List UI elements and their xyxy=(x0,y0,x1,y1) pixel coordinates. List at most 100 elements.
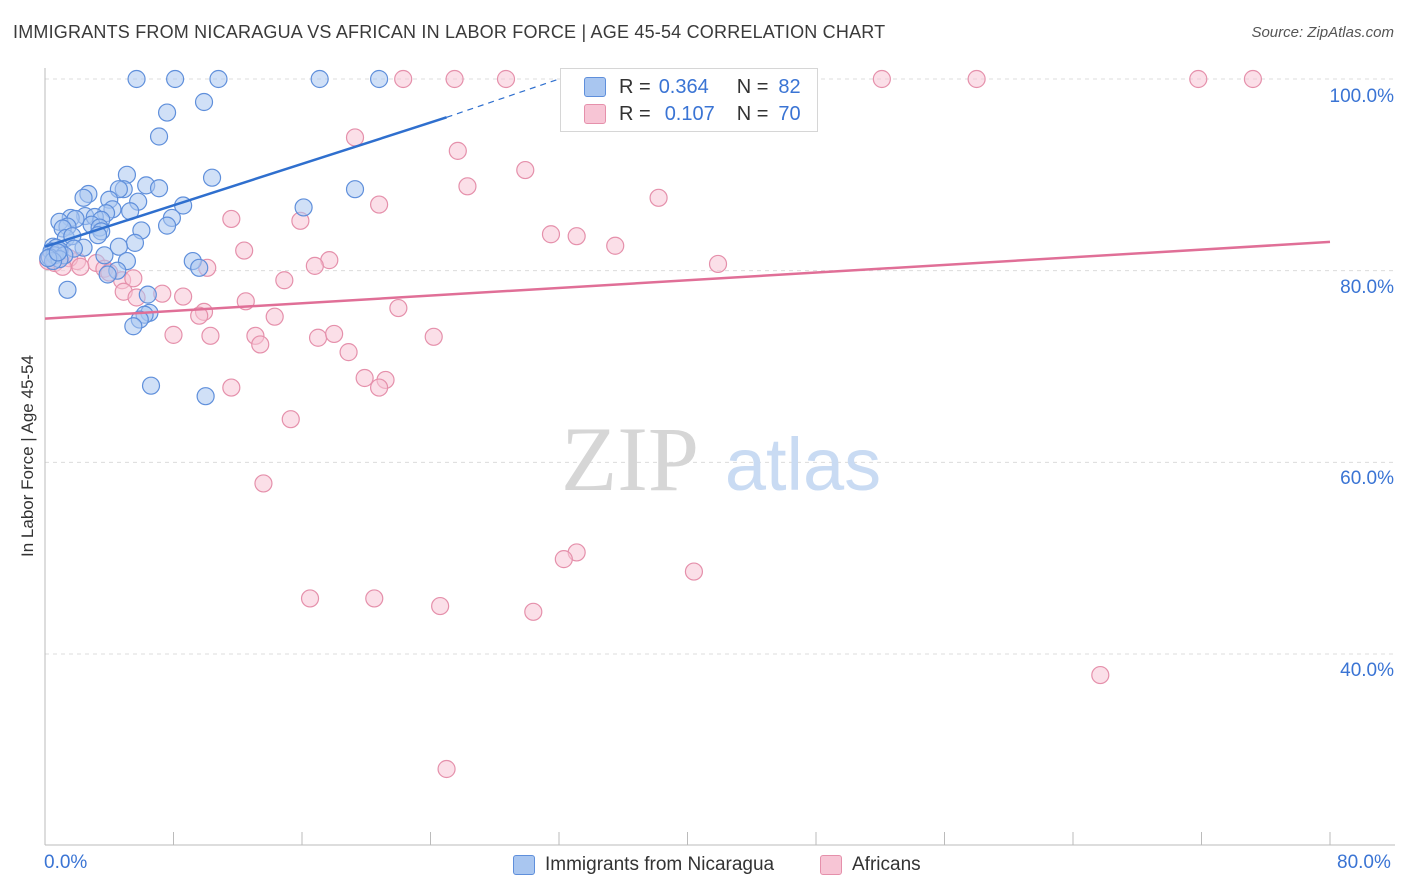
africans-point xyxy=(389,298,408,318)
africans-point xyxy=(554,550,573,569)
africans-point xyxy=(174,287,193,306)
nicaragua-point xyxy=(166,69,185,89)
africans-point xyxy=(448,141,467,160)
africans-point xyxy=(1091,665,1110,685)
africans-point xyxy=(339,343,358,362)
nicaragua-point xyxy=(157,216,177,235)
africans-point xyxy=(222,378,241,397)
africans-trend-line xyxy=(44,240,1331,320)
legend-r-label: R = xyxy=(619,102,651,125)
africans-point xyxy=(305,256,324,275)
africans-point xyxy=(458,177,477,196)
x-tick-right: 80.0% xyxy=(1337,852,1391,873)
africans-point xyxy=(275,271,294,290)
africans-point xyxy=(281,410,300,429)
africans-point xyxy=(496,69,516,89)
africans-point xyxy=(254,474,273,493)
nicaragua-point xyxy=(157,103,177,122)
nicaragua-point xyxy=(209,69,228,89)
africans-point xyxy=(190,306,209,325)
bottom-legend-label-nicaragua: Immigrants from Nicaragua xyxy=(545,854,775,875)
africans-point xyxy=(300,589,320,608)
legend-r-value: 0.364 xyxy=(658,75,709,98)
africans-point xyxy=(708,254,728,274)
africans-point xyxy=(345,128,365,147)
nicaragua-point xyxy=(149,127,169,146)
legend-swatch-pink xyxy=(584,104,606,124)
africans-point xyxy=(325,324,344,344)
nicaragua-point xyxy=(98,265,117,284)
africans-point xyxy=(445,69,464,89)
nicaragua-point xyxy=(48,243,67,262)
nicaragua-point xyxy=(95,246,114,265)
africans-point xyxy=(251,335,270,354)
legend-row-nicaragua: R = 0.364 N = 82 xyxy=(584,75,801,99)
y-axis-label: In Labor Force | Age 45-54 xyxy=(18,355,37,557)
legend-r-label: R = xyxy=(619,75,651,98)
nicaragua-point xyxy=(141,376,161,395)
africans-point xyxy=(164,325,183,344)
bottom-swatch-pink xyxy=(820,855,842,875)
africans-point xyxy=(437,759,456,779)
africans-point xyxy=(524,602,543,621)
africans-point xyxy=(124,269,143,288)
africans-point xyxy=(649,188,668,207)
nicaragua-trend-extension xyxy=(446,78,560,118)
africans-point xyxy=(355,368,374,388)
legend-n-label: N = xyxy=(736,102,769,125)
africans-point xyxy=(365,589,384,608)
nicaragua-trend-line xyxy=(44,116,447,248)
africans-point xyxy=(606,236,625,255)
watermark: ZIP atlas xyxy=(561,408,881,510)
nicaragua-point xyxy=(190,258,209,277)
nicaragua-point xyxy=(310,69,329,89)
africans-point xyxy=(235,241,254,260)
africans-point xyxy=(424,327,443,346)
nicaragua-point xyxy=(345,180,365,199)
nicaragua-point xyxy=(202,168,222,187)
africans-point xyxy=(1189,69,1208,89)
nicaragua-point xyxy=(149,179,169,198)
africans-point xyxy=(872,69,891,89)
legend-n-value: 70 xyxy=(778,102,801,125)
nicaragua-point xyxy=(58,280,77,299)
africans-points xyxy=(39,69,1263,779)
legend-row-africans: R = 0.107 N = 70 xyxy=(584,102,801,126)
x-tick-left: 0.0% xyxy=(44,852,88,873)
nicaragua-point xyxy=(109,237,128,256)
nicaragua-points xyxy=(39,69,389,406)
watermark-zip: ZIP xyxy=(561,408,699,510)
bottom-legend-africans: Africans xyxy=(820,853,921,877)
africans-point xyxy=(265,307,284,326)
y-tick-80: 80.0% xyxy=(1340,277,1394,298)
axes xyxy=(44,68,1395,846)
nicaragua-point xyxy=(124,317,143,336)
legend-n-value: 82 xyxy=(778,75,801,98)
bottom-legend-label-africans: Africans xyxy=(852,854,921,875)
africans-point xyxy=(567,227,586,246)
bottom-swatch-blue xyxy=(513,855,535,875)
nicaragua-point xyxy=(74,188,93,207)
legend-swatch-blue xyxy=(584,77,606,97)
africans-point xyxy=(431,596,450,616)
nicaragua-point xyxy=(127,69,146,89)
chart-title: IMMIGRANTS FROM NICARAGUA VS AFRICAN IN … xyxy=(13,22,886,42)
africans-point xyxy=(541,225,561,244)
nicaragua-point xyxy=(370,69,389,89)
y-tick-60: 60.0% xyxy=(1340,468,1394,489)
nicaragua-point xyxy=(294,198,313,217)
africans-point xyxy=(394,69,413,89)
africans-point xyxy=(222,209,241,229)
africans-point xyxy=(308,328,328,347)
legend-r-value: 0.107 xyxy=(664,102,715,125)
africans-point xyxy=(516,160,535,180)
legend-n-label: N = xyxy=(736,75,769,98)
grid-lines xyxy=(45,78,1395,655)
nicaragua-point xyxy=(194,92,214,112)
y-tick-40: 40.0% xyxy=(1340,660,1394,681)
bottom-legend-nicaragua: Immigrants from Nicaragua xyxy=(513,853,774,877)
africans-point xyxy=(71,257,90,276)
africans-point xyxy=(370,195,389,214)
nicaragua-point xyxy=(125,233,145,252)
